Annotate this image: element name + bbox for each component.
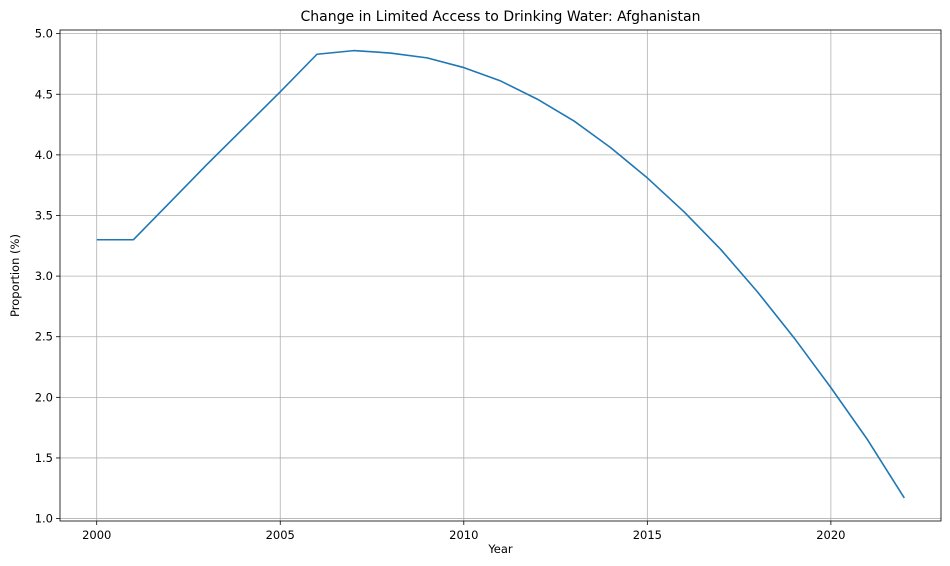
y-axis-label: Proportion (%)	[8, 234, 22, 317]
chart-title: Change in Limited Access to Drinking Wat…	[301, 9, 701, 25]
x-tick-label: 2010	[449, 528, 478, 542]
data-point	[462, 66, 466, 70]
y-tick-label: 2.5	[35, 330, 53, 344]
y-tick-label: 4.5	[35, 87, 53, 101]
data-point	[572, 119, 576, 123]
y-tick-label: 1.5	[35, 451, 53, 465]
data-point	[95, 238, 99, 242]
y-tick-label: 5.0	[35, 27, 53, 41]
data-point	[131, 238, 135, 242]
data-point	[315, 52, 319, 56]
data-point	[866, 438, 870, 442]
data-point	[352, 49, 356, 53]
data-point	[168, 200, 172, 204]
data-point	[205, 163, 209, 167]
tick-layer: 2000 2005 2010 2015 2020 1.0 1.5 2.0 2.5 3.0 3.5 4.…	[35, 27, 846, 542]
y-tick-label: 3.5	[35, 208, 53, 222]
data-point	[535, 97, 539, 101]
y-tick-label: 1.0	[35, 512, 53, 526]
x-tick-label: 2000	[82, 528, 111, 542]
x-tick-label: 2015	[633, 528, 662, 542]
data-point	[719, 247, 723, 251]
data-point	[499, 79, 503, 83]
x-tick-label: 2020	[816, 528, 845, 542]
data-point	[755, 290, 759, 294]
series-line	[96, 49, 905, 499]
data-point	[682, 210, 686, 214]
axes-frame	[59, 29, 942, 522]
data-point	[792, 336, 796, 340]
data-point	[242, 126, 246, 130]
data-point	[278, 90, 282, 94]
data-point	[645, 176, 649, 180]
series-layer	[95, 49, 906, 500]
data-point	[425, 56, 429, 60]
data-point	[609, 146, 613, 150]
y-tick-label: 4.0	[35, 148, 53, 162]
data-point	[829, 386, 833, 390]
x-tick-label: 2005	[266, 528, 295, 542]
data-point	[388, 51, 392, 55]
x-axis-label: Year	[487, 542, 513, 556]
y-tick-label: 3.0	[35, 269, 53, 283]
grid-lines	[60, 30, 941, 521]
y-tick-label: 2.0	[35, 390, 53, 404]
data-point	[902, 496, 906, 500]
